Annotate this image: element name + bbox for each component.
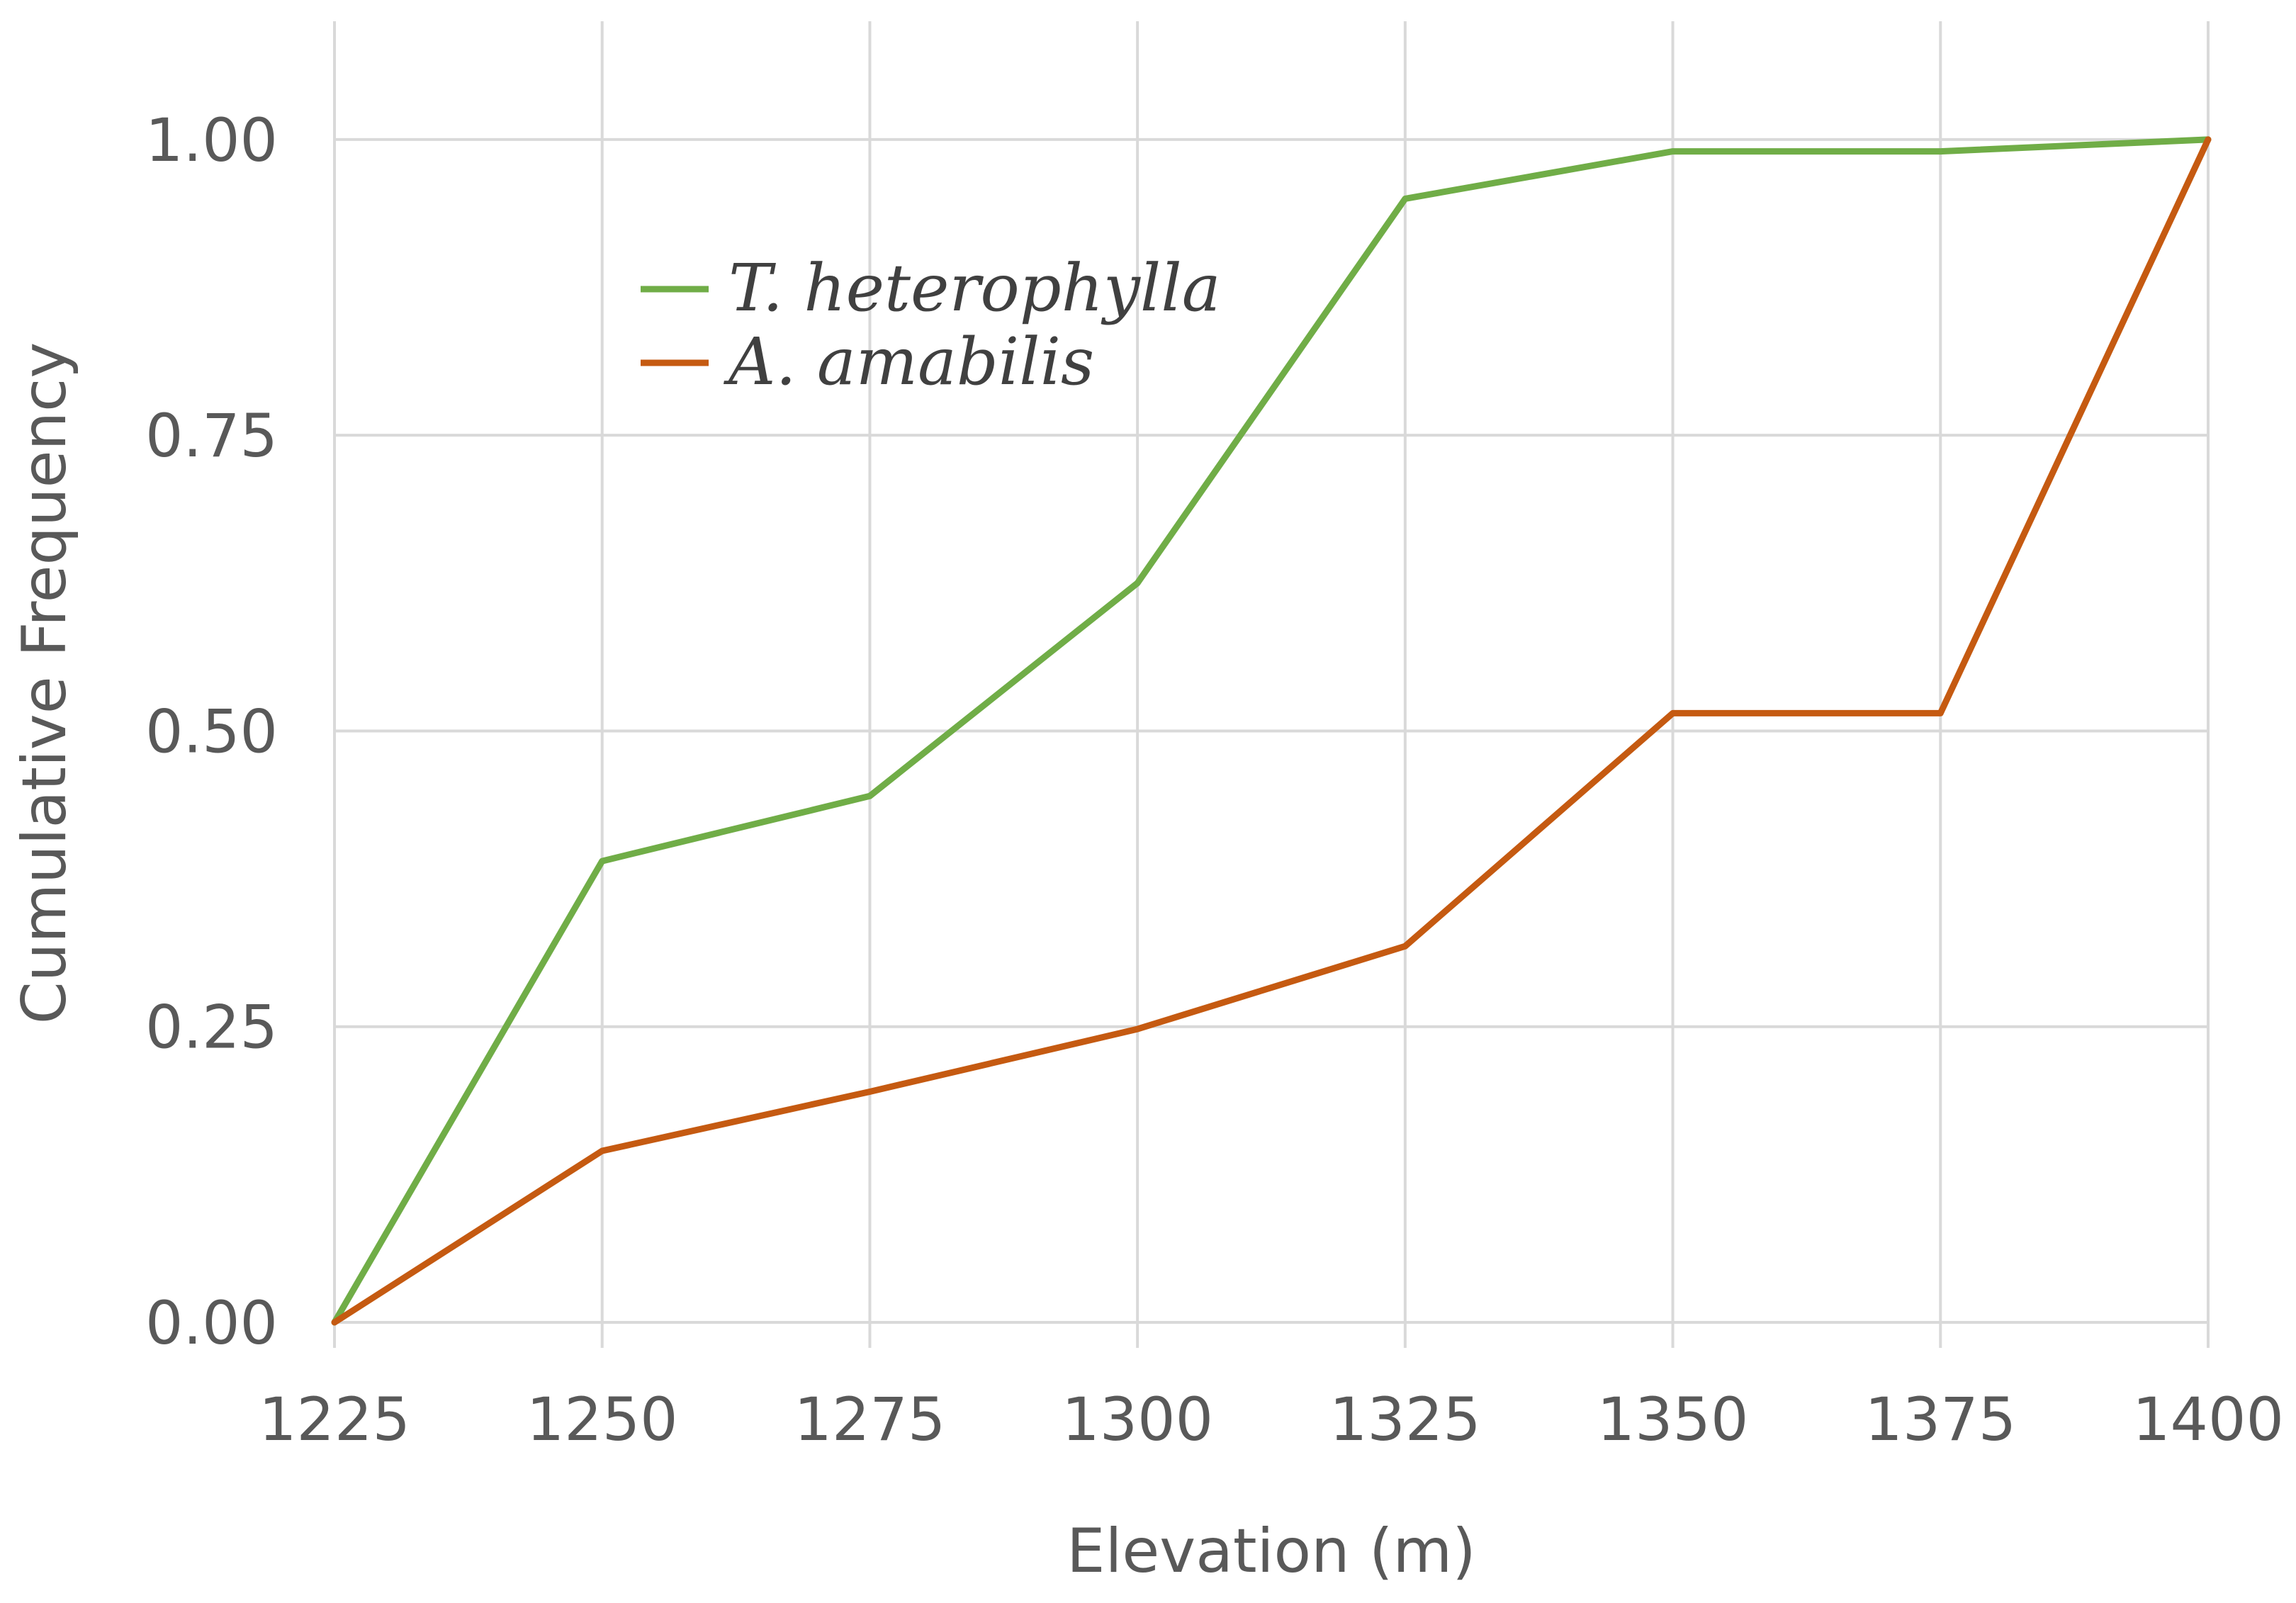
series-line-t-heterophylla — [331, 136, 2212, 1326]
x-gridlines — [333, 21, 2210, 1348]
series-line-a-amabilis — [331, 136, 2212, 1326]
x-tick-label: 1325 — [1329, 1385, 1481, 1454]
y-tick-label: 0.75 — [145, 401, 278, 471]
x-tick-label: 1275 — [794, 1385, 946, 1454]
x-tick-label: 1350 — [1597, 1385, 1749, 1454]
y-tick-labels: 0.00 0.25 0.50 0.75 1.00 — [145, 106, 278, 1358]
x-tick-labels: 1225 1250 1275 1300 1325 1350 1375 1400 — [259, 1385, 2284, 1454]
legend-label: A. amabilis — [723, 324, 1094, 400]
x-tick-label: 1375 — [1864, 1385, 2016, 1454]
y-tick-label: 0.00 — [145, 1288, 278, 1358]
y-tick-label: 0.25 — [145, 993, 278, 1062]
x-tick-label: 1250 — [527, 1385, 678, 1454]
x-tick-label: 1300 — [1062, 1385, 1213, 1454]
x-tick-label: 1225 — [259, 1385, 410, 1454]
y-axis-title: Cumulative Frequency — [9, 342, 80, 1024]
y-gridlines — [334, 137, 2208, 1028]
y-tick-label: 0.50 — [145, 697, 278, 766]
x-tick-label: 1400 — [2132, 1385, 2284, 1454]
y-tick-label: 1.00 — [145, 106, 278, 175]
series-layer — [331, 136, 2212, 1326]
x-axis-title: Elevation (m) — [1067, 1516, 1476, 1587]
legend-label: T. heterophylla — [728, 250, 1221, 326]
